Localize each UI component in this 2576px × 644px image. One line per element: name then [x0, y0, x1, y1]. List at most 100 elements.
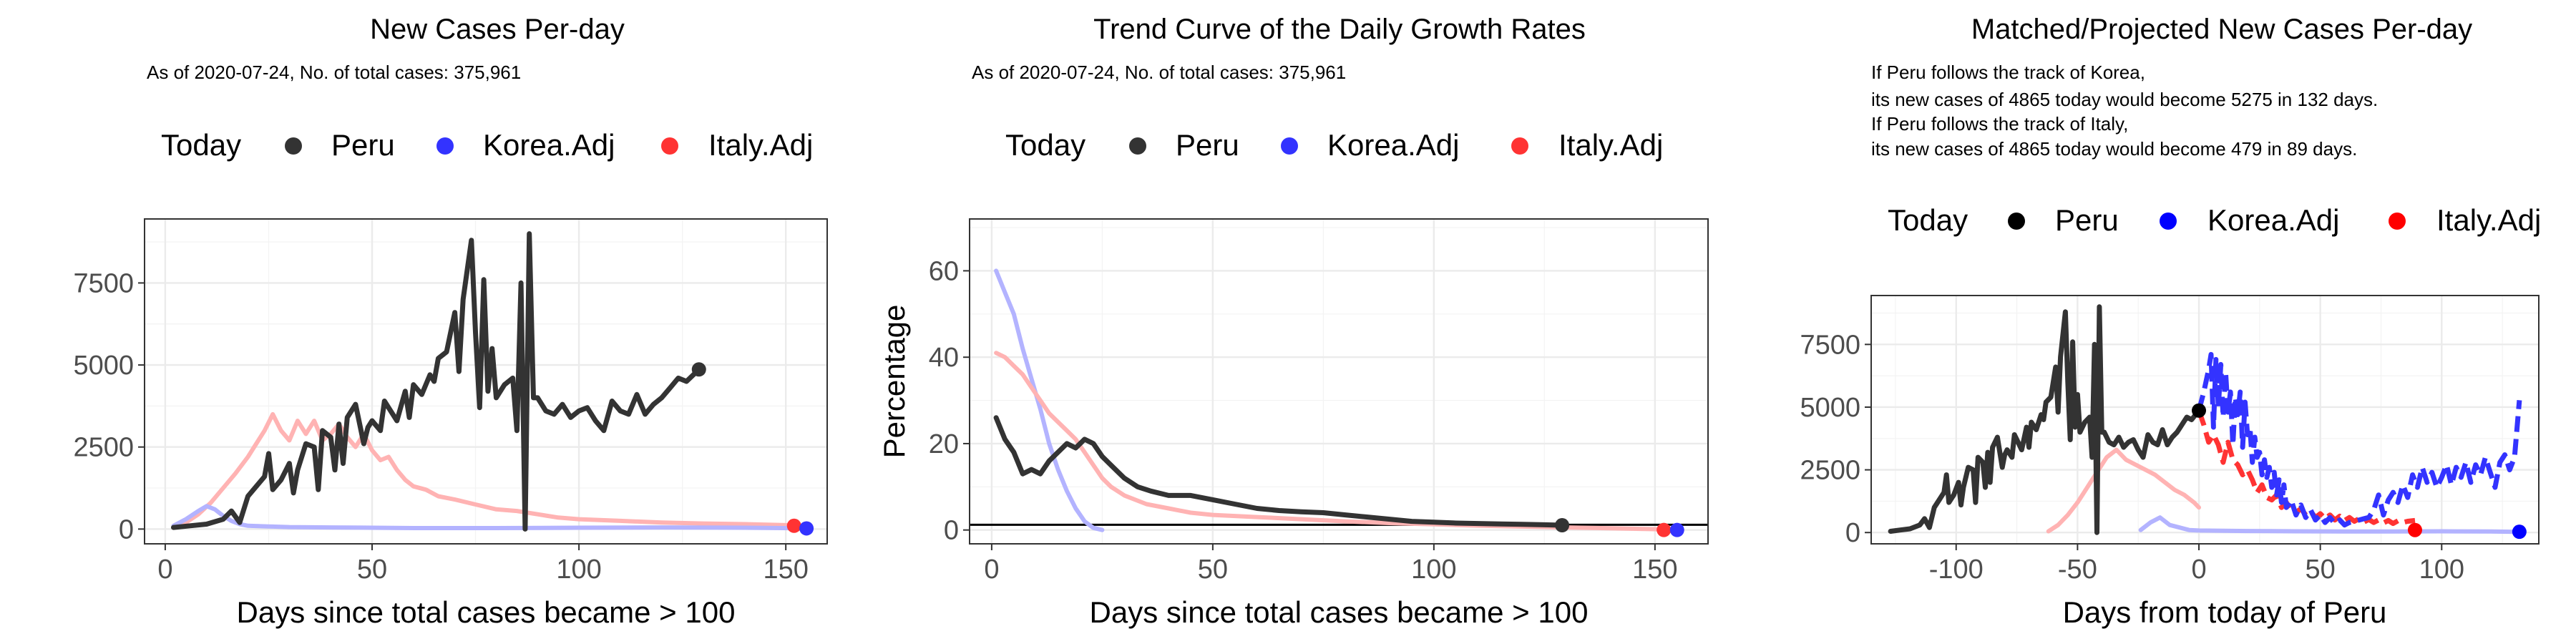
today-point-peru	[691, 362, 706, 377]
y-tick-label: 0	[944, 516, 959, 546]
legend-key-peru	[285, 137, 302, 155]
today-points	[691, 362, 814, 536]
x-tick-label: -50	[2058, 555, 2097, 585]
plot-area	[969, 218, 1709, 545]
legend-key-italy	[1511, 137, 1528, 155]
panel-border	[1870, 295, 2540, 545]
series-layer	[970, 268, 1708, 532]
x-tick-label: 100	[2419, 555, 2464, 585]
legend-label-korea: Korea.Adj	[483, 128, 615, 162]
y-tick-label: 2500	[1800, 456, 1860, 486]
today-point-korea-adj	[799, 521, 814, 536]
chart-title: New Cases Per-day	[370, 14, 625, 45]
x-tick-label: 50	[1198, 555, 1228, 585]
x-tick-label: 50	[2306, 555, 2336, 585]
annotation-line: its new cases of 4865 today would become…	[1871, 138, 2357, 160]
legend-key-korea	[436, 137, 454, 155]
panel-new-cases: New Cases Per-day As of 2020-07-24, No. …	[73, 14, 828, 629]
y-tick-label: 7500	[73, 268, 134, 298]
plot-area	[144, 218, 828, 545]
x-tick-label: 0	[157, 555, 172, 585]
y-tick-label: 40	[929, 343, 959, 373]
panel-background	[1871, 296, 2539, 544]
x-tick-label: -100	[1929, 555, 1984, 585]
series-line-korea-adj	[2138, 515, 2519, 535]
legend-label-italy: Italy.Adj	[2436, 203, 2541, 237]
today-point-korea-adj	[1669, 522, 1684, 537]
legend-label-peru: Peru	[2055, 203, 2119, 237]
panel-background	[970, 219, 1708, 544]
legend-label-italy: Italy.Adj	[1558, 128, 1663, 162]
x-axis-title: Days from today of Peru	[2063, 595, 2387, 629]
series-layer	[1888, 304, 2522, 535]
legend-title: Today	[1888, 203, 1968, 237]
legend-label-italy: Italy.Adj	[708, 128, 813, 162]
today-point-italy-adj	[786, 518, 801, 533]
y-tick-label: 0	[1845, 518, 1860, 548]
series-layer	[171, 231, 813, 532]
x-tick-label: 150	[1632, 555, 1677, 585]
legend-key-italy	[2389, 213, 2406, 230]
today-point-korea-adj	[2512, 525, 2527, 540]
series-line-korea-adj-projected	[2196, 351, 2522, 528]
legend-key-peru	[2008, 213, 2025, 230]
x-tick-label: 150	[763, 555, 808, 585]
today-point-italy-adj	[2407, 522, 2422, 537]
series-line-korea-adj	[171, 504, 813, 531]
legend: Today Peru Korea.Adj Italy.Adj	[1005, 128, 1663, 162]
legend-title: Today	[161, 128, 241, 162]
legend-key-italy	[661, 137, 678, 155]
y-tick-label: 7500	[1800, 330, 1860, 360]
x-axis-title: Days since total cases became > 100	[237, 595, 736, 629]
series-line-peru	[171, 231, 702, 532]
x-tick-label: 100	[1411, 555, 1456, 585]
y-axis-title: Percentage	[877, 305, 911, 459]
y-tick-label: 0	[119, 514, 134, 545]
x-tick-label: 0	[984, 555, 999, 585]
x-tick-label: 50	[357, 555, 387, 585]
legend-label-peru: Peru	[1176, 128, 1239, 162]
legend-key-korea	[1281, 137, 1298, 155]
legend-label-korea: Korea.Adj	[1327, 128, 1459, 162]
annotation: If Peru follows the track of Korea, its …	[1871, 62, 2378, 160]
legend-key-peru	[1129, 137, 1146, 155]
y-tick-label: 5000	[1800, 393, 1860, 423]
today-points	[1555, 518, 1684, 537]
axes: -100 -50 0 50 100 0 2500 5000 7500	[1800, 330, 2464, 585]
panel-border	[969, 218, 1709, 545]
plot-area	[1870, 295, 2540, 545]
panel-growth-rates: Trend Curve of the Daily Growth Rates As…	[877, 14, 1709, 629]
legend-label-korea: Korea.Adj	[2207, 203, 2339, 237]
x-tick-label: 100	[556, 555, 601, 585]
annotation-line: its new cases of 4865 today would become…	[1871, 89, 2378, 110]
today-point-italy-adj	[1657, 522, 1672, 537]
annotation-line: If Peru follows the track of Italy,	[1871, 113, 2128, 135]
panel-projected: Matched/Projected New Cases Per-day If P…	[1800, 14, 2541, 629]
today-points	[2192, 403, 2527, 540]
series-line-peru	[993, 415, 1565, 528]
grid	[970, 219, 1708, 544]
series-line-korea-adj	[994, 268, 1105, 532]
legend-key-korea	[2160, 213, 2177, 230]
today-point-peru	[1555, 518, 1570, 533]
axes: 0 50 100 150 0 2500 5000 7500	[73, 268, 808, 585]
chart-title: Trend Curve of the Daily Growth Rates	[1093, 14, 1586, 45]
today-point-peru	[2192, 403, 2207, 418]
legend: Today Peru Korea.Adj Italy.Adj	[1888, 203, 2541, 237]
legend-label-peru: Peru	[331, 128, 395, 162]
y-tick-label: 60	[929, 256, 959, 286]
series-line-italy-adj	[2046, 447, 2201, 534]
x-tick-label: 0	[2191, 555, 2206, 585]
axes: 0 50 100 150 0 20 40 60	[929, 256, 1678, 585]
y-tick-label: 20	[929, 429, 959, 459]
y-tick-label: 5000	[73, 351, 134, 381]
x-axis-title: Days since total cases became > 100	[1090, 595, 1589, 629]
y-tick-label: 2500	[73, 433, 134, 463]
chart-subtitle: As of 2020-07-24, No. of total cases: 37…	[147, 62, 521, 83]
annotation-line: If Peru follows the track of Korea,	[1871, 62, 2145, 83]
series-line-peru	[1888, 304, 2202, 535]
panel-border	[144, 218, 828, 545]
chart-subtitle: As of 2020-07-24, No. of total cases: 37…	[972, 62, 1346, 83]
legend-title: Today	[1005, 128, 1085, 162]
